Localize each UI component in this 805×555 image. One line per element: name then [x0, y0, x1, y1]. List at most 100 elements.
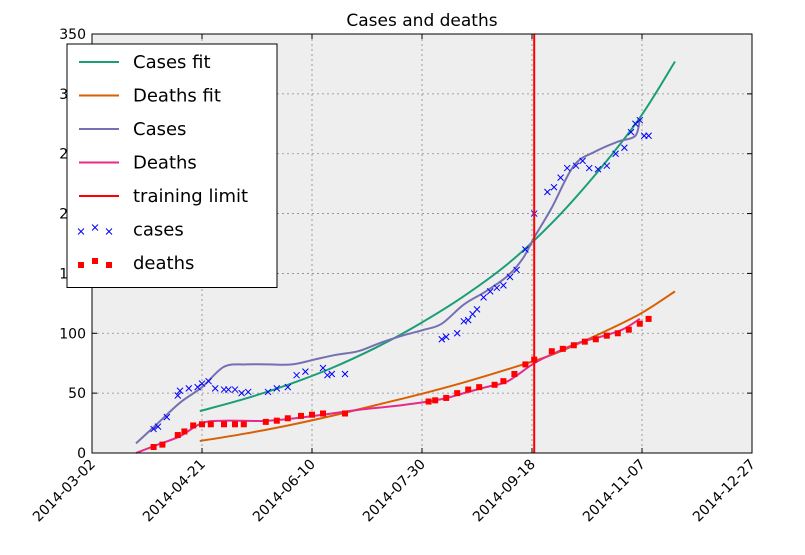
deaths-point: [491, 381, 498, 388]
cases-point: [194, 383, 201, 391]
y-tick-label: 50: [68, 386, 86, 402]
cases-point: [211, 385, 219, 392]
deaths-point: [342, 410, 348, 417]
legend-label: Deaths: [133, 153, 197, 174]
cases-point: [500, 282, 507, 289]
legend-swatch: [105, 228, 113, 235]
cases-point: [198, 380, 206, 387]
cases-point: [572, 162, 580, 170]
cases-point: [544, 188, 551, 196]
cases-point: [328, 370, 336, 378]
deaths-point: [645, 315, 652, 322]
cases-point: [438, 335, 446, 343]
cases-line: [135, 117, 641, 445]
deaths-point: [570, 342, 577, 349]
deaths-point: [273, 417, 280, 424]
cases-point: [205, 377, 212, 385]
legend-entry-deaths: Deaths: [79, 153, 197, 174]
x-tick-label: 2014-07-30: [360, 457, 429, 526]
cases-point: [493, 284, 501, 292]
deaths-point: [150, 444, 157, 451]
legend-entry-cases: Cases: [79, 119, 186, 140]
cases-point: [460, 317, 468, 325]
deaths-point: [476, 384, 483, 391]
deaths-point: [221, 421, 227, 428]
deaths-point: [159, 441, 166, 448]
x-tick-label: 2014-06-10: [250, 457, 319, 526]
legend-entry-training-limit: training limit: [79, 186, 248, 207]
cases-point: [563, 164, 571, 172]
deaths-point: [614, 330, 621, 337]
scatter-markers: [150, 116, 652, 451]
legend-swatch: [78, 262, 84, 268]
deaths-point: [207, 421, 214, 428]
deaths-point: [432, 397, 439, 404]
legend-label: Cases fit: [133, 52, 211, 73]
cases-point: [174, 392, 182, 399]
deaths-point: [636, 320, 643, 327]
x-tick-label: 2014-03-02: [30, 457, 99, 526]
y-tick-label: 100: [59, 326, 86, 342]
deaths-point: [320, 410, 326, 417]
legend-entry-deaths-fit: Deaths fit: [79, 86, 221, 107]
y-tick-label: 0: [77, 446, 86, 462]
cases-point: [594, 165, 602, 173]
legend-swatch: [106, 262, 112, 268]
deaths-point: [232, 421, 238, 428]
cases-point: [612, 150, 619, 158]
cases-point: [244, 388, 252, 396]
deaths-fit-line: [199, 290, 676, 442]
deaths-point: [603, 332, 610, 339]
legend: Cases fit Deaths fit Cases Deaths training l…: [66, 43, 278, 288]
legend-swatch: [91, 224, 99, 231]
chart-title: Cases and deaths: [346, 11, 497, 31]
cases-point: [480, 294, 487, 301]
cases-point: [238, 389, 245, 397]
deaths-point: [240, 421, 247, 428]
legend-entry-deaths: deaths: [78, 253, 194, 274]
cases-point: [231, 386, 239, 393]
deaths-point: [511, 370, 518, 377]
cases-point: [154, 423, 162, 431]
deaths-point: [425, 398, 432, 405]
cases-fit-line: [199, 60, 676, 413]
cases-point: [319, 364, 327, 372]
legend-label: training limit: [133, 186, 248, 207]
deaths-point: [298, 412, 304, 419]
cases-point: [603, 162, 611, 170]
cases-point: [273, 385, 281, 392]
deaths-point: [625, 326, 632, 333]
cases-point: [585, 164, 593, 172]
cases-point: [176, 387, 184, 395]
cases-point: [579, 157, 586, 165]
legend-entry-cases: cases: [77, 220, 184, 241]
cases-point: [264, 388, 272, 396]
legend-swatch: [92, 258, 98, 264]
legend-label: deaths: [133, 253, 194, 274]
cases-point: [464, 316, 472, 324]
x-tick-label: 2014-09-18: [470, 457, 539, 526]
deaths-point: [284, 415, 291, 422]
cases-point: [506, 273, 514, 281]
y-tick-label: 350: [59, 27, 86, 43]
x-tick-label: 2014-04-21: [140, 457, 209, 526]
cases-point: [453, 329, 461, 337]
legend-swatch: [77, 228, 85, 235]
cases-point: [293, 371, 300, 379]
deaths-point: [454, 390, 461, 397]
cases-point: [621, 144, 628, 152]
cases-point: [302, 368, 309, 375]
deaths-point: [581, 338, 588, 345]
legend-label: cases: [133, 220, 184, 241]
cases-point: [324, 371, 331, 379]
cases-point: [636, 116, 644, 124]
deaths-point: [309, 411, 315, 418]
legend-label: Cases: [133, 119, 186, 140]
cases-point: [632, 120, 639, 128]
cases-point: [627, 128, 635, 136]
cases-point: [284, 383, 292, 391]
deaths-point: [559, 345, 566, 352]
cases-point: [225, 386, 232, 393]
cases-point: [185, 385, 193, 392]
